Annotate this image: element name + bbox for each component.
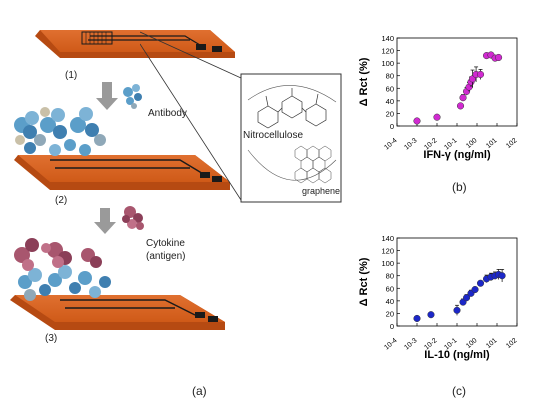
il10-y-tick-label: 80 [386,272,394,281]
step-3-label: (3) [45,333,58,344]
il10-y-tick-label: 100 [381,259,394,268]
ifn-x-tick-label: 10-4 [383,137,398,151]
il10-y-axis-label: Δ Rct (%) [358,257,370,306]
panel-a-schematic [10,30,235,330]
ifn-y-tick-label: 20 [386,109,394,118]
ifn-data-point [476,70,485,79]
ifn-x-tick-label: 10-3 [403,137,418,151]
ifn-data-point [433,113,441,121]
electrode-step-1 [35,30,235,58]
il10-data-point [498,272,506,280]
ifn-y-axis-label: Δ Rct (%) [358,57,370,106]
nitrocellulose-label: Nitrocellulose [243,130,304,141]
il10-y-tick-label: 60 [386,284,394,293]
antibody-icon [123,84,142,109]
il10-data-point [462,294,471,302]
electrode-step-3 [10,295,225,330]
inset-chemistry [140,31,342,203]
il10-x-tick-label: 10-3 [403,337,418,351]
cytokine-label: Cytokine [146,238,185,249]
ifn-x-tick-label: 102 [505,137,519,150]
il10-y-tick-label: 40 [386,297,394,306]
graphene-label: graphene [302,186,341,196]
il10-data-point [427,311,435,319]
ifn-x-axis-label: IFN-γ (ng/ml) [423,149,491,161]
il10-data-point [413,314,421,323]
il10-y-tick-label: 20 [386,309,394,318]
ifn-y-tick-label: 40 [386,97,394,106]
electrode-step-2 [14,155,230,190]
il10-data-point [471,285,479,294]
ifn-data-point [456,102,465,110]
il10-x-tick-label: 102 [505,337,519,350]
il10-data-point [453,306,461,314]
il10-x-tick-label: 10-4 [383,337,398,351]
panel-a-label: (a) [192,384,207,398]
antibody-label: Antibody [148,108,187,119]
arrow-down-1 [96,82,118,110]
ifn-data-point [413,117,421,125]
antigen-label: (antigen) [146,251,186,262]
il10-data-point [476,279,485,287]
ifn-data-point [459,94,467,102]
graphene-sheet [294,145,332,184]
ifn-data-point [495,53,503,62]
ifn-y-tick-label: 120 [381,47,394,56]
arrow-down-2 [94,208,116,234]
step-1-label: (1) [65,70,78,81]
panel-b-label: (b) [452,180,467,194]
il10-y-tick-label: 0 [390,322,394,331]
il10-x-axis-label: IL-10 (ng/ml) [424,349,490,361]
antibody-layer-step-2 [14,107,106,156]
ifn-y-tick-label: 140 [381,34,394,43]
ifn-y-tick-label: 100 [381,59,394,68]
ifn-y-tick-label: 80 [386,72,394,81]
inset-frame [240,73,342,203]
ifn-y-tick-label: 0 [390,122,394,131]
antibody-antigen-layer-step-3 [14,238,111,301]
step-2-label: (2) [55,195,68,206]
cytokine-icon [122,206,144,230]
ifn-plot-frame [396,37,518,127]
panel-c-label: (c) [452,384,466,398]
nitrocellulose-molecule [257,88,327,129]
il10-y-tick-label: 140 [381,234,394,243]
il10-y-tick-label: 120 [381,247,394,256]
ifn-y-tick-label: 60 [386,84,394,93]
